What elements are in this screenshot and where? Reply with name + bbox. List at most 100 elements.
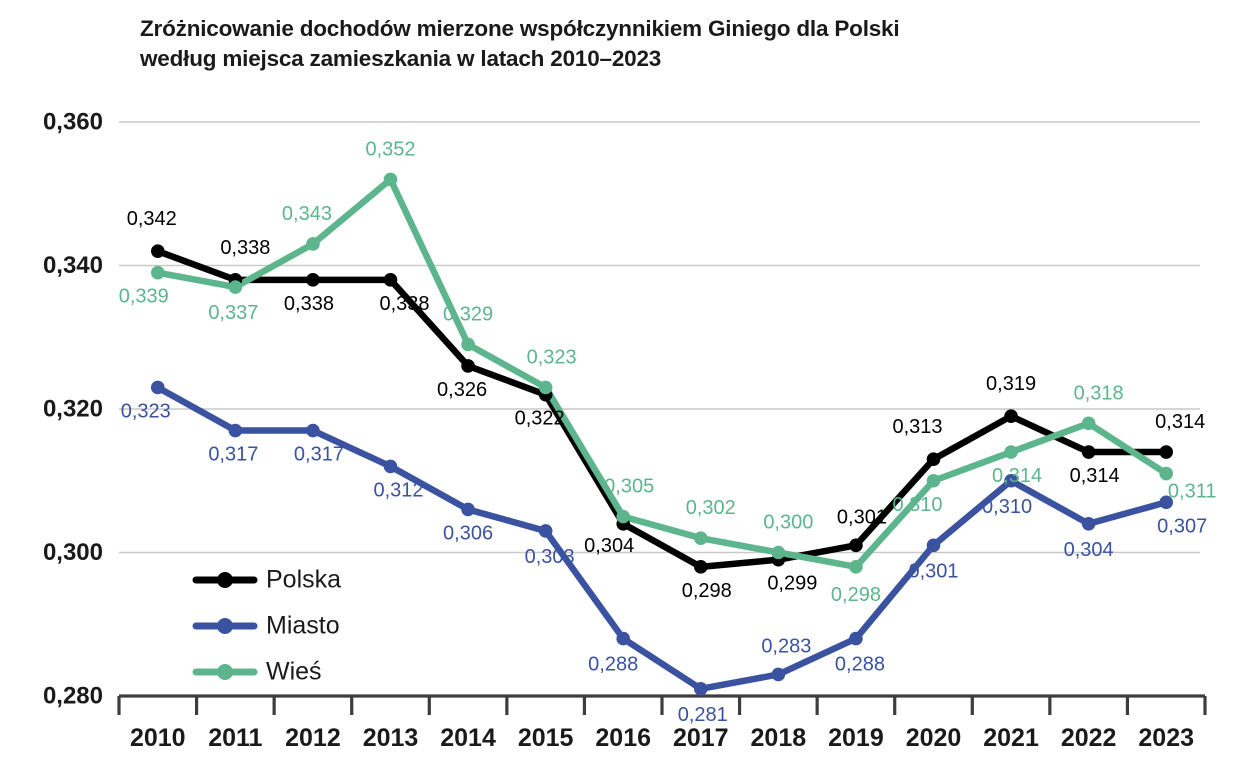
data-label: 0,288 bbox=[588, 654, 638, 676]
data-point bbox=[849, 538, 863, 553]
data-label: 0,317 bbox=[294, 444, 344, 466]
data-label: 0,323 bbox=[121, 400, 171, 422]
data-point bbox=[383, 273, 398, 287]
data-label: 0,307 bbox=[1157, 515, 1207, 537]
data-label: 0,311 bbox=[1168, 481, 1217, 503]
legend-swatch-marker bbox=[217, 664, 233, 680]
y-axis-tick-label: 0,300 bbox=[43, 539, 103, 566]
data-label: 0,310 bbox=[892, 494, 942, 516]
x-axis-tick-label: 2021 bbox=[983, 724, 1039, 752]
data-label: 0,322 bbox=[515, 408, 565, 430]
legend-item-miasto: Miasto bbox=[266, 612, 340, 640]
chart-title: Zróżnicowanie dochodów mierzone współczy… bbox=[140, 16, 900, 71]
data-point bbox=[461, 359, 475, 373]
data-label: 0,304 bbox=[584, 535, 634, 557]
data-point bbox=[538, 524, 553, 538]
data-point bbox=[1004, 473, 1018, 488]
data-label: 0,304 bbox=[1064, 539, 1114, 561]
legend-item-polska: Polska bbox=[266, 566, 341, 594]
data-point bbox=[383, 459, 398, 474]
data-label: 0,329 bbox=[443, 303, 493, 325]
data-point bbox=[693, 560, 708, 574]
data-label: 0,326 bbox=[437, 379, 487, 401]
data-point bbox=[693, 531, 708, 545]
data-point bbox=[771, 545, 786, 560]
data-point bbox=[1159, 466, 1174, 481]
data-label: 0,303 bbox=[525, 546, 575, 568]
x-axis-tick-label: 2017 bbox=[673, 724, 729, 752]
data-label: 0,338 bbox=[379, 293, 429, 315]
data-point bbox=[926, 452, 941, 467]
series-line-miasto bbox=[154, 384, 1170, 693]
x-axis-tick-label: 2010 bbox=[130, 724, 186, 752]
data-point bbox=[1081, 445, 1096, 459]
data-point bbox=[228, 280, 243, 294]
data-label: 0,302 bbox=[686, 497, 736, 519]
data-point bbox=[616, 509, 631, 524]
legend-swatch-marker bbox=[217, 572, 233, 588]
data-point bbox=[1159, 495, 1174, 510]
data-label: 0,318 bbox=[1074, 382, 1124, 404]
data-label: 0,314 bbox=[1070, 465, 1120, 487]
data-point bbox=[1159, 445, 1174, 459]
x-axis-tick-label: 2014 bbox=[440, 724, 496, 752]
data-label: 0,338 bbox=[284, 293, 334, 315]
data-point bbox=[461, 337, 475, 352]
x-axis-tick-label: 2019 bbox=[828, 724, 884, 752]
data-label: 0,283 bbox=[761, 635, 811, 657]
data-point bbox=[461, 502, 475, 517]
y-axis-tick-label: 0,320 bbox=[43, 395, 103, 422]
data-point bbox=[306, 423, 320, 438]
data-label: 0,314 bbox=[992, 465, 1042, 487]
data-point bbox=[849, 560, 863, 574]
data-label: 0,352 bbox=[365, 138, 415, 160]
x-axis-tick-label: 2016 bbox=[595, 724, 651, 752]
data-point bbox=[150, 380, 165, 395]
data-point bbox=[1004, 445, 1018, 459]
data-label: 0,288 bbox=[835, 654, 885, 676]
x-axis-tick-label: 2023 bbox=[1138, 724, 1194, 752]
x-axis-tick-label: 2013 bbox=[363, 724, 419, 752]
x-axis-tick-label: 2015 bbox=[518, 724, 574, 752]
data-point bbox=[693, 682, 708, 696]
data-label: 0,298 bbox=[682, 580, 732, 602]
data-label: 0,306 bbox=[443, 522, 493, 544]
data-label: 0,298 bbox=[831, 584, 881, 606]
data-label: 0,317 bbox=[208, 444, 258, 466]
y-axis-tick-label: 0,280 bbox=[43, 682, 103, 709]
data-label: 0,337 bbox=[208, 302, 258, 324]
data-label: 0,338 bbox=[220, 237, 270, 259]
data-point bbox=[383, 172, 398, 187]
data-label: 0,323 bbox=[527, 346, 577, 368]
y-axis-tick-label: 0,340 bbox=[43, 252, 103, 279]
data-point bbox=[150, 265, 165, 280]
data-point bbox=[849, 631, 863, 646]
data-point bbox=[1004, 409, 1018, 423]
data-label: 0,314 bbox=[1155, 411, 1205, 433]
data-label: 0,301 bbox=[837, 506, 887, 528]
x-axis-tick-label: 2018 bbox=[751, 724, 807, 752]
y-axis-tick-label: 0,360 bbox=[43, 108, 103, 135]
data-point bbox=[926, 473, 941, 488]
data-point bbox=[150, 244, 165, 258]
data-label: 0,301 bbox=[908, 560, 958, 582]
data-point bbox=[926, 538, 941, 553]
data-label: 0,342 bbox=[127, 208, 177, 230]
data-label: 0,319 bbox=[986, 373, 1036, 395]
data-label: 0,310 bbox=[982, 496, 1032, 518]
x-axis-tick-label: 2012 bbox=[285, 724, 341, 752]
data-point bbox=[1081, 517, 1096, 531]
data-label: 0,343 bbox=[282, 203, 332, 225]
data-point bbox=[1081, 416, 1096, 431]
legend-swatch-marker bbox=[217, 618, 233, 634]
series-line-polska bbox=[154, 247, 1170, 571]
data-label: 0,339 bbox=[119, 286, 169, 308]
data-point bbox=[616, 631, 631, 646]
data-point bbox=[538, 380, 553, 395]
series-line-wieś bbox=[154, 176, 1170, 571]
data-point bbox=[771, 667, 786, 682]
data-label: 0,312 bbox=[373, 479, 423, 501]
data-label: 0,281 bbox=[678, 704, 728, 726]
